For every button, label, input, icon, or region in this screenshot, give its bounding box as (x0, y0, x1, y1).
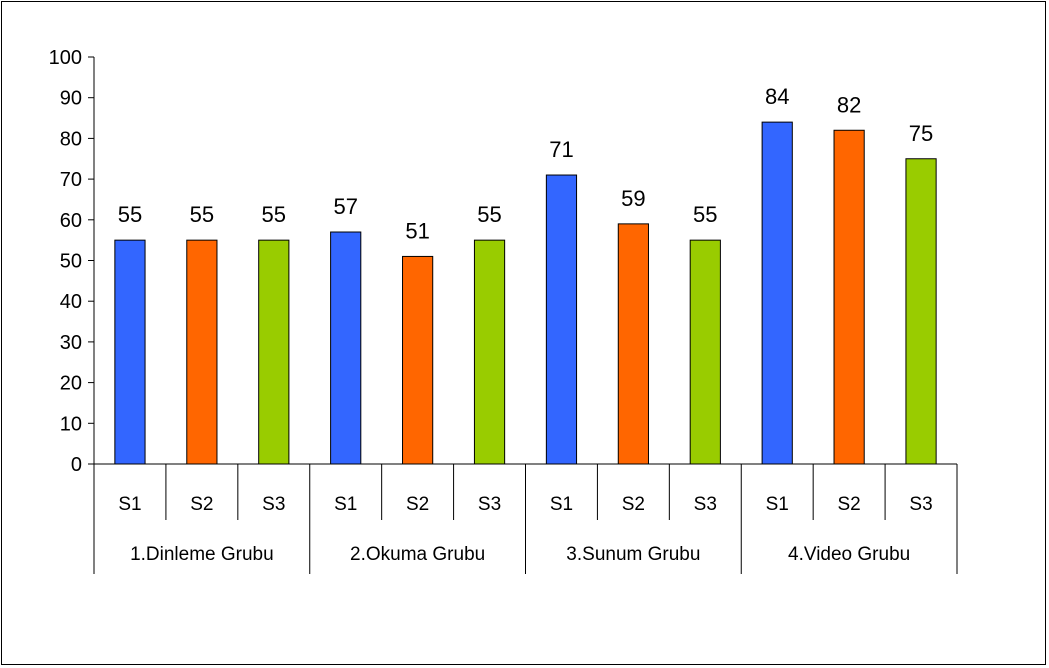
bar (258, 239, 290, 465)
bar (689, 239, 721, 465)
x-group-label: 4.Video Grubu (788, 544, 910, 565)
x-sub-label: S1 (118, 494, 141, 515)
y-tick-label: 60 (60, 210, 82, 232)
data-label: 82 (837, 92, 861, 117)
bar (617, 223, 649, 465)
y-tick-label: 70 (60, 169, 82, 191)
x-sub-label: S1 (334, 494, 357, 515)
data-label: 55 (118, 202, 142, 227)
x-sub-label: S2 (622, 494, 645, 515)
data-label: 55 (190, 202, 214, 227)
data-label: 59 (621, 186, 645, 211)
y-tick-label: 10 (60, 413, 82, 435)
bar (761, 121, 793, 465)
y-tick-label: 80 (60, 128, 82, 150)
bar (402, 255, 434, 465)
bar (473, 239, 506, 465)
x-sub-label: S3 (909, 494, 932, 515)
data-label: 75 (909, 121, 933, 146)
chart-axes (88, 56, 958, 574)
x-sub-label: S2 (406, 494, 429, 515)
y-tick-label: 50 (60, 251, 82, 273)
x-sub-label: S3 (262, 494, 285, 515)
x-sub-label: S1 (766, 494, 789, 515)
data-label: 71 (549, 137, 573, 162)
bar (905, 158, 937, 465)
data-label: 57 (333, 194, 357, 219)
data-label: 55 (262, 202, 286, 227)
bar (545, 174, 578, 465)
x-group-label: 3.Sunum Grubu (566, 544, 700, 565)
y-tick-label: 100 (49, 47, 82, 69)
x-sub-label: S3 (478, 494, 501, 515)
bar (114, 239, 146, 465)
data-label: 84 (765, 84, 789, 109)
data-label: 55 (693, 202, 717, 227)
y-tick-label: 0 (71, 454, 82, 476)
bar (186, 239, 218, 465)
y-tick-label: 40 (60, 291, 82, 313)
x-sub-label: S2 (190, 494, 213, 515)
x-sub-label: S1 (550, 494, 573, 515)
chart-labels: 0 10 20 30 40 50 60 70 80 90 100 55 S1 55 S2 55 S3 1.Dinl… (49, 47, 934, 565)
chart-bars (114, 121, 937, 465)
y-tick-label: 30 (60, 332, 82, 354)
data-label: 51 (405, 218, 429, 243)
x-group-label: 2.Okuma Grubu (350, 544, 485, 565)
bar (330, 231, 362, 465)
x-sub-label: S2 (838, 494, 861, 515)
x-group-label: 1.Dinleme Grubu (130, 544, 274, 565)
bar (833, 129, 865, 465)
x-sub-label: S3 (694, 494, 717, 515)
y-tick-label: 20 (60, 373, 82, 395)
y-tick-label: 90 (60, 88, 82, 110)
data-label: 55 (477, 202, 501, 227)
